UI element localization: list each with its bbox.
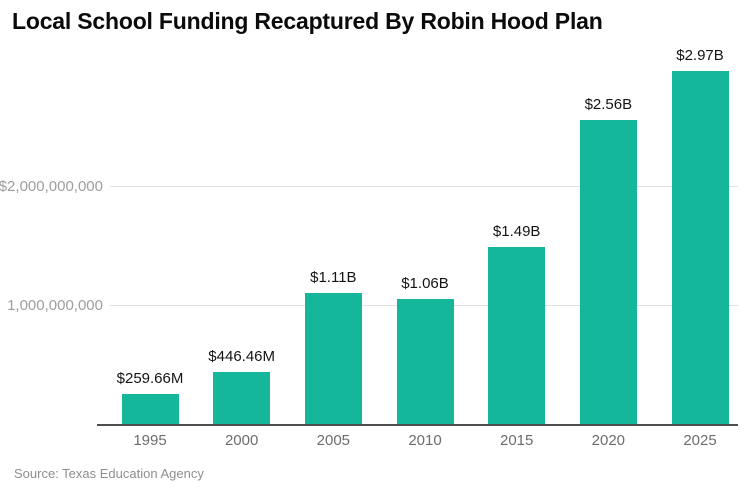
x-tick-label: 2010 <box>408 432 442 449</box>
x-tick-label: 2015 <box>499 432 534 449</box>
bar-value-label: $446.46M <box>208 347 276 365</box>
chart-title: Local School Funding Recaptured By Robin… <box>12 8 603 34</box>
x-axis-labels: 1995 2000 2005 2010 2015 2020 2025 <box>110 431 738 451</box>
x-tick-label: 1995 <box>133 432 167 449</box>
bar <box>671 70 729 425</box>
x-tick-label: 2005 <box>316 432 351 449</box>
bar <box>579 119 637 425</box>
source-note: Source: Texas Education Agency <box>14 466 204 481</box>
bar-value-label: $259.66M <box>116 370 184 388</box>
y-tick-label: 1,000,000,000 <box>7 297 103 315</box>
bar <box>304 292 362 425</box>
bar-value-label: $1.11B <box>310 268 357 286</box>
bar-value-label: $1.49B <box>492 223 541 241</box>
x-tick-label: 2000 <box>224 432 259 449</box>
x-axis-line <box>97 424 738 426</box>
bar-value-label: $1.06B <box>401 274 449 292</box>
gridline <box>110 185 738 187</box>
bar <box>121 394 179 425</box>
bar <box>488 247 546 425</box>
plot-area: $259.66M $446.46M $1.11B $1.06B $1.49B $2.56B… <box>110 40 738 425</box>
x-tick-label: 2025 <box>683 432 717 449</box>
bar-value-label: $2.56B <box>584 95 633 113</box>
bar <box>213 371 271 425</box>
y-tick-label: $2,000,000,000 <box>0 177 103 195</box>
y-axis-labels: 1,000,000,000 $2,000,000,000 <box>0 40 103 425</box>
x-tick-label: 2020 <box>591 432 626 449</box>
bar-value-label: $2.97B <box>676 46 724 64</box>
bar <box>396 298 454 425</box>
